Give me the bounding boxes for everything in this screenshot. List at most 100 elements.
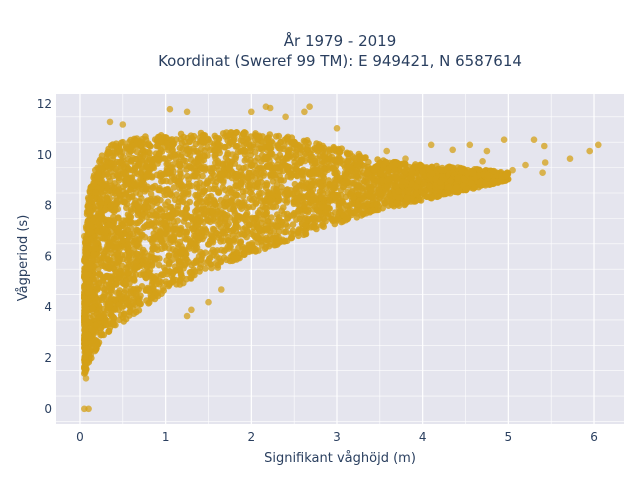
data-point — [178, 209, 186, 217]
data-point — [425, 166, 433, 173]
data-point — [509, 166, 516, 174]
data-point — [102, 321, 110, 329]
data-point — [198, 164, 206, 172]
data-point — [203, 211, 210, 219]
data-point — [239, 188, 247, 195]
data-point — [101, 206, 109, 214]
data-point — [319, 152, 327, 160]
data-point — [276, 145, 284, 153]
data-point — [233, 129, 241, 136]
data-point — [196, 154, 204, 161]
data-point — [92, 189, 99, 196]
data-point — [447, 177, 454, 185]
data-point — [177, 130, 185, 138]
data-point — [281, 190, 288, 198]
data-point — [90, 250, 98, 258]
data-point — [377, 170, 385, 177]
data-point — [298, 214, 306, 222]
data-point — [217, 238, 224, 245]
data-point — [106, 149, 113, 156]
data-point — [214, 175, 221, 182]
data-point — [176, 160, 183, 168]
data-point — [302, 179, 310, 187]
data-point — [145, 148, 152, 156]
data-point — [352, 207, 360, 215]
data-point — [353, 214, 361, 221]
data-point — [208, 264, 215, 272]
data-point — [320, 174, 328, 182]
data-point — [122, 170, 129, 178]
data-point — [132, 293, 140, 300]
y-tick-label: 0 — [44, 402, 52, 416]
data-point — [401, 160, 409, 168]
data-point — [145, 252, 152, 260]
data-point — [301, 108, 308, 116]
data-point — [115, 306, 122, 314]
data-point — [121, 289, 128, 296]
chart-title-line2: Koordinat (Sweref 99 TM): E 949421, N 65… — [158, 52, 522, 70]
data-point — [300, 185, 308, 192]
data-point — [211, 152, 218, 159]
data-point — [245, 203, 253, 211]
data-point — [228, 197, 235, 205]
data-point — [355, 182, 362, 189]
data-point — [281, 237, 289, 245]
data-point — [243, 155, 250, 162]
data-point — [354, 201, 362, 208]
data-point — [331, 220, 339, 228]
data-point — [202, 249, 209, 256]
data-point — [261, 211, 269, 218]
data-point — [198, 190, 206, 198]
data-point — [346, 150, 354, 157]
data-point — [252, 247, 259, 255]
data-point — [185, 190, 192, 198]
data-point — [168, 192, 176, 199]
data-point — [186, 151, 194, 159]
data-point — [112, 243, 120, 251]
data-point — [153, 280, 160, 288]
data-point — [237, 168, 245, 175]
data-point — [224, 151, 231, 158]
data-point — [113, 289, 121, 297]
data-point — [182, 236, 190, 243]
data-point — [206, 237, 214, 244]
data-point — [274, 192, 282, 199]
data-point — [290, 171, 298, 178]
data-point — [183, 108, 191, 116]
data-point — [264, 163, 271, 170]
data-point — [317, 144, 325, 152]
data-point — [277, 163, 285, 171]
data-point — [312, 159, 320, 167]
data-point — [243, 210, 251, 217]
data-point — [184, 172, 191, 180]
data-point — [163, 140, 170, 147]
data-point — [189, 172, 196, 180]
data-point — [171, 263, 179, 270]
data-point — [437, 179, 444, 186]
data-point — [278, 155, 286, 162]
data-point — [463, 186, 470, 193]
data-point — [446, 163, 454, 171]
data-point — [155, 186, 162, 194]
data-point — [152, 226, 160, 233]
data-point — [140, 271, 147, 279]
data-point — [98, 259, 105, 267]
data-point — [310, 213, 317, 220]
data-point — [388, 201, 396, 209]
data-point — [226, 158, 234, 165]
data-point — [99, 284, 107, 292]
data-point — [113, 197, 120, 205]
y-tick-label: 8 — [44, 199, 52, 213]
data-point — [126, 219, 133, 227]
data-point — [161, 191, 169, 199]
data-point — [81, 255, 88, 263]
data-point — [291, 162, 299, 170]
data-point — [119, 121, 127, 128]
data-point — [94, 174, 101, 182]
data-point — [262, 184, 270, 192]
data-point — [247, 147, 254, 155]
data-point — [210, 226, 218, 233]
data-point — [294, 210, 301, 218]
data-point — [82, 305, 90, 313]
y-tick-label: 2 — [44, 351, 52, 365]
